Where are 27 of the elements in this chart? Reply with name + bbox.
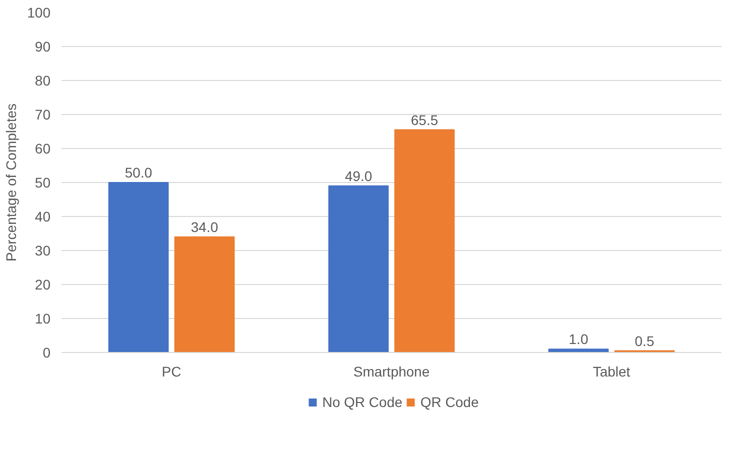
y-tick-label: 20 — [34, 276, 51, 292]
data-label: 50.0 — [124, 164, 152, 180]
y-tick-label: 40 — [34, 208, 51, 224]
y-tick-label: 100 — [27, 4, 51, 20]
data-label: 1.0 — [568, 331, 588, 348]
y-tick-label: 70 — [34, 106, 51, 122]
y-tick-label: 10 — [34, 310, 51, 326]
bar — [174, 236, 235, 352]
bar — [394, 129, 455, 352]
bar — [328, 185, 389, 352]
y-axis-title: Percentage of Completes — [3, 104, 20, 262]
x-tick-label: Smartphone — [353, 364, 430, 380]
y-tick-label: 50 — [34, 174, 51, 190]
y-tick-label: 80 — [34, 72, 51, 88]
data-label: 34.0 — [190, 218, 218, 235]
y-tick-label: 30 — [34, 242, 51, 258]
y-tick-label: 90 — [34, 38, 51, 54]
data-label: 65.5 — [410, 112, 438, 128]
data-label: 0.5 — [634, 332, 654, 349]
bar — [108, 182, 169, 352]
legend-label: No QR Code — [322, 394, 402, 410]
y-tick-label: 60 — [34, 140, 51, 156]
data-label: 49.0 — [344, 168, 372, 184]
legend-label: QR Code — [420, 394, 479, 410]
x-tick-label: Tablet — [592, 364, 630, 380]
x-tick-label: PC — [162, 364, 182, 380]
y-tick-label: 0 — [42, 344, 51, 360]
